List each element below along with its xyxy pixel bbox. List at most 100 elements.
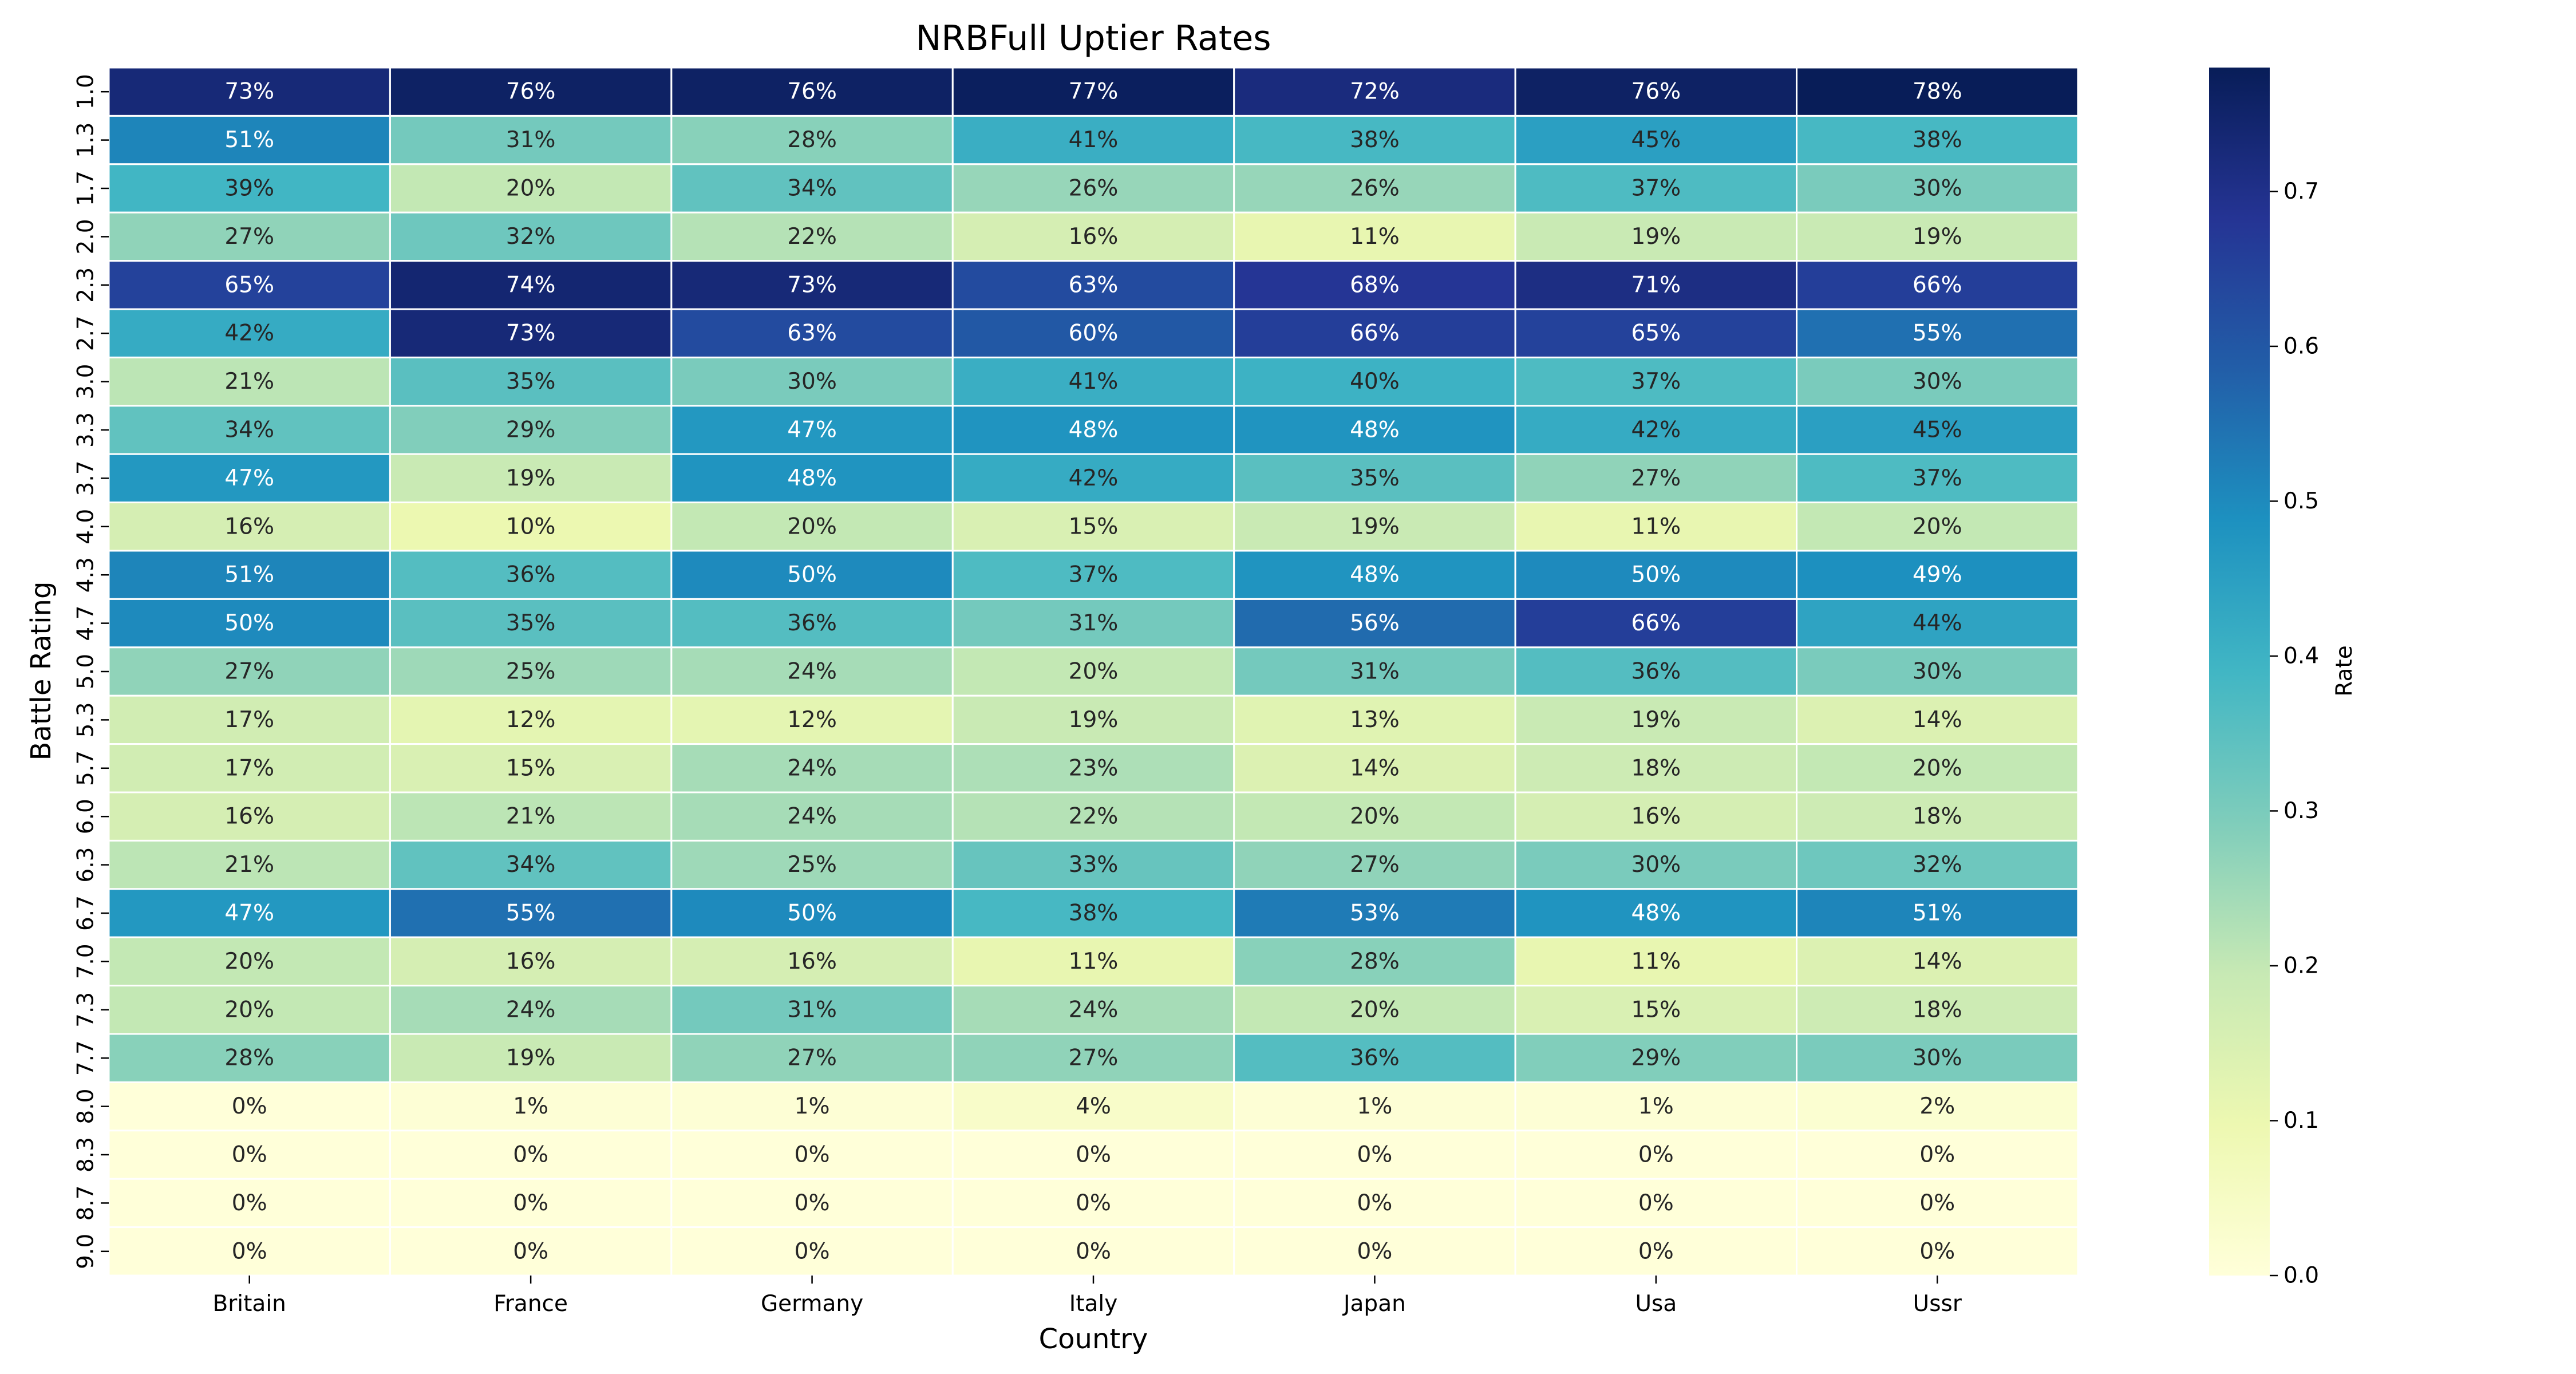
cell-annotation: 0%	[1638, 1190, 1674, 1216]
cell-annotation: 37%	[1913, 465, 1962, 491]
x-tick-label: Germany	[761, 1291, 863, 1317]
heatmap-cell	[389, 550, 673, 600]
cell-annotation: 72%	[1350, 79, 1400, 105]
heatmap-cell	[1514, 550, 1798, 600]
y-tick-label: 3.3	[73, 412, 99, 448]
heatmap-cell	[1514, 936, 1798, 987]
heatmap-cell	[108, 985, 391, 1035]
cell-annotation: 10%	[506, 514, 556, 539]
cell-annotation: 18%	[1913, 997, 1962, 1022]
heatmap-cell	[108, 405, 391, 455]
cell-annotation: 44%	[1913, 610, 1962, 636]
cell-annotation: 30%	[787, 369, 837, 394]
heatmap-cell	[951, 163, 1235, 214]
cell-annotation: 68%	[1350, 272, 1400, 298]
heatmap-cell	[1233, 453, 1516, 504]
cell-annotation: 47%	[224, 465, 274, 491]
heatmap-cell	[108, 211, 391, 262]
y-tick-label: 1.0	[73, 74, 99, 109]
heatmap-cell	[670, 1033, 954, 1083]
heatmap-cell	[108, 1178, 391, 1229]
heatmap-cell	[1796, 1081, 2079, 1132]
y-tick-label: 3.7	[73, 460, 99, 496]
heatmap-cell	[951, 502, 1235, 552]
heatmap-cell	[1514, 502, 1798, 552]
cell-annotation: 50%	[787, 562, 837, 588]
x-tick-label: Ussr	[1913, 1291, 1962, 1317]
cell-annotation: 30%	[1631, 852, 1681, 878]
cell-annotation: 15%	[1069, 514, 1119, 539]
cell-annotation: 12%	[506, 707, 556, 733]
y-tick-label: 9.0	[73, 1234, 99, 1269]
heatmap-cell	[1514, 1033, 1798, 1083]
cell-annotation: 40%	[1350, 369, 1400, 394]
cell-annotation: 0%	[795, 1238, 830, 1264]
cell-annotation: 23%	[1069, 755, 1119, 781]
heatmap-cell	[1796, 1130, 2079, 1180]
cell-annotation: 42%	[224, 321, 274, 346]
cell-annotation: 36%	[1631, 659, 1681, 685]
cell-annotation: 4%	[1076, 1093, 1111, 1119]
cell-annotation: 37%	[1069, 562, 1119, 588]
cell-annotation: 73%	[224, 79, 274, 105]
cell-annotation: 35%	[1350, 465, 1400, 491]
cell-annotation: 17%	[224, 755, 274, 781]
cell-annotation: 0%	[1076, 1190, 1111, 1216]
y-tick-label: 7.0	[73, 943, 99, 979]
heatmap-cell	[670, 646, 954, 697]
heatmap-cell	[108, 502, 391, 552]
cell-annotation: 21%	[224, 852, 274, 878]
heatmap-cell	[951, 356, 1235, 407]
cell-annotation: 30%	[1913, 176, 1962, 202]
cell-annotation: 2%	[1919, 1093, 1955, 1119]
heatmap-cell	[1514, 356, 1798, 407]
cell-annotation: 24%	[787, 755, 837, 781]
heatmap-cell	[1796, 1033, 2079, 1083]
cell-annotation: 49%	[1913, 562, 1962, 588]
cell-annotation: 63%	[1069, 272, 1119, 298]
heatmap-cell	[389, 791, 673, 842]
cell-annotation: 24%	[1069, 997, 1119, 1022]
cell-annotation: 0%	[1076, 1142, 1111, 1168]
y-tick-label: 4.0	[73, 509, 99, 544]
heatmap-cell	[108, 356, 391, 407]
cell-annotation: 20%	[224, 949, 274, 974]
x-axis-label: Country	[1039, 1323, 1148, 1355]
heatmap-cell	[108, 839, 391, 890]
cell-annotation: 11%	[1069, 949, 1119, 974]
cell-annotation: 16%	[224, 514, 274, 539]
cell-annotation: 50%	[224, 610, 274, 636]
cell-annotation: 24%	[506, 997, 556, 1022]
cell-annotation: 12%	[787, 707, 837, 733]
cell-annotation: 20%	[506, 176, 556, 202]
cell-annotation: 16%	[787, 949, 837, 974]
cell-annotation: 26%	[1069, 176, 1119, 202]
heatmap-cell	[951, 694, 1235, 745]
heatmap-cell	[1233, 1081, 1516, 1132]
heatmap-cell	[108, 743, 391, 793]
cell-annotation: 60%	[1069, 321, 1119, 346]
cell-annotation: 35%	[506, 610, 556, 636]
cell-annotation: 27%	[787, 1045, 837, 1071]
cell-annotation: 1%	[513, 1093, 548, 1119]
cell-annotation: 37%	[1631, 176, 1681, 202]
cell-annotation: 0%	[232, 1190, 267, 1216]
cell-annotation: 45%	[1631, 127, 1681, 153]
cell-annotation: 31%	[1350, 659, 1400, 685]
y-tick-label: 1.7	[73, 171, 99, 206]
heatmap-cell	[1233, 1226, 1516, 1277]
cell-annotation: 0%	[513, 1238, 548, 1264]
heatmap-cell	[1796, 211, 2079, 262]
cell-annotation: 20%	[1350, 804, 1400, 830]
cell-annotation: 30%	[1913, 1045, 1962, 1071]
heatmap-cells: 73% 76% 76% 77% 72% 76% 78% 51% 31% 28% 41% 38% 45% 3…	[108, 66, 2079, 1277]
heatmap-cell	[1514, 839, 1798, 890]
cell-annotation: 0%	[1357, 1238, 1392, 1264]
cell-annotation: 0%	[1357, 1190, 1392, 1216]
cell-annotation: 73%	[787, 272, 837, 298]
cell-annotation: 31%	[787, 997, 837, 1022]
heatmap-cell	[389, 598, 673, 649]
colorbar-label: Rate	[2332, 645, 2357, 696]
heatmap-cell	[1233, 356, 1516, 407]
heatmap-cell	[1233, 888, 1516, 938]
